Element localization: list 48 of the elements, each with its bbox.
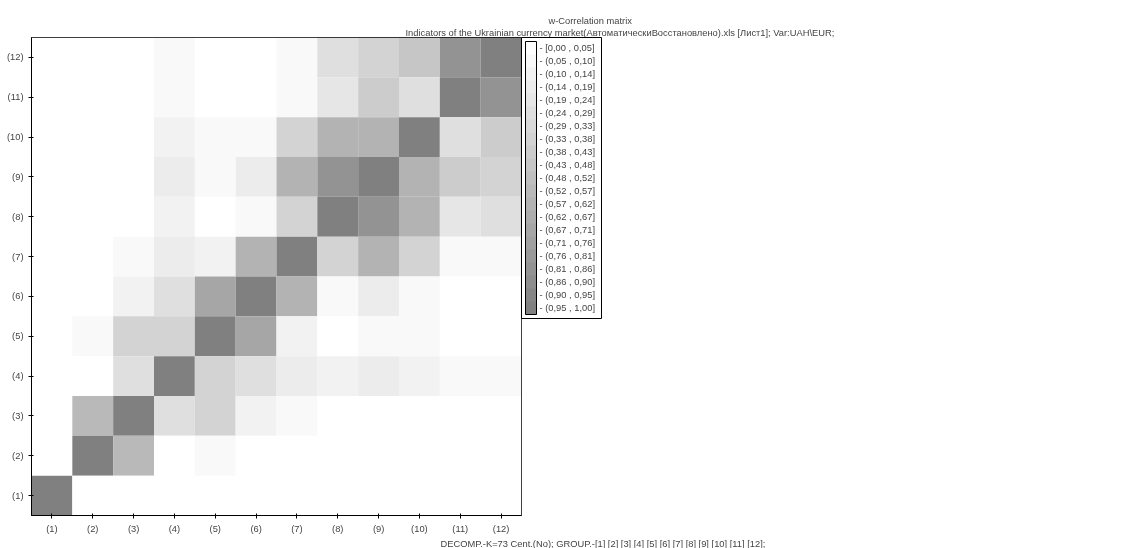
y-tick-label: (5): [12, 331, 24, 342]
x-tick-label: (11): [452, 523, 469, 534]
y-tick-label: (2): [12, 450, 24, 461]
color-bar-label: - (0,10 , 0,14]: [539, 68, 595, 79]
color-bar-label: - (0,95 , 1,00]: [539, 302, 595, 313]
y-tick-label: (11): [7, 92, 24, 103]
color-bar-label: - (0,38 , 0,43]: [539, 147, 595, 158]
x-tick-label: (10): [411, 523, 428, 534]
color-bar-label: - (0,05 , 0,10]: [539, 55, 595, 66]
color-bar-label: - (0,62 , 0,67]: [539, 212, 595, 223]
x-tick-label: (4): [168, 523, 181, 534]
color-bar-label: - (0,19 , 0,24]: [539, 94, 595, 105]
x-tick-label: (3): [127, 523, 140, 534]
color-bar-label: - (0,71 , 0,76]: [539, 237, 595, 248]
text: w-Correlation matrix: [547, 15, 633, 26]
color-bar-label: - (0,67 , 0,71]: [539, 224, 595, 235]
color-bar-label: - (0,48 , 0,52]: [539, 173, 595, 183]
y-tick-label: (1): [12, 490, 24, 501]
color-bar-label: - (0,81 , 0,86]: [539, 263, 595, 274]
y-tick-label: (9): [12, 171, 24, 182]
color-bar-label: - (0,52 , 0,57]: [539, 186, 595, 197]
x-tick-label: (7): [291, 523, 303, 534]
color-bar-label: - [0,00 , 0,05]: [539, 43, 595, 54]
color-bar-label: - (0,90 , 0,95]: [539, 290, 595, 301]
y-tick-label: (7): [12, 251, 24, 262]
x-tick-label: (9): [372, 523, 385, 534]
y-tick-label: (4): [12, 371, 24, 382]
color-bar-label: - (0,76 , 0,81]: [539, 251, 595, 262]
color-bar-label: - (0,43 , 0,48]: [539, 159, 595, 170]
x-tick-label: (12): [492, 523, 510, 534]
color-bar-label: - (0,14 , 0,19]: [539, 82, 595, 93]
color-bar-label: - (0,29 , 0,33]: [539, 121, 595, 132]
x-tick-label: (1): [46, 523, 58, 534]
y-tick-label: (3): [12, 410, 24, 421]
color-bar-label: - (0,24 , 0,29]: [539, 108, 595, 119]
x-tick-label: (5): [209, 523, 221, 534]
y-tick-label: (10): [6, 132, 24, 143]
color-bar-label: - (0,57 , 0,62]: [539, 198, 595, 209]
y-tick-label: (6): [12, 291, 24, 302]
x-tick-label: (8): [332, 523, 344, 534]
y-tick-label: (8): [12, 211, 24, 222]
color-bar-label: - (0,33 , 0,38]: [539, 133, 595, 144]
text: DECOMP.-K=73 Cent.(No); GROUP.-[1] [2] [3] [4] [5] [6] [7] [8] [9] [10] [11] [12];: [440, 538, 766, 548]
y-tick-label: (12): [6, 52, 24, 63]
x-tick-label: (2): [87, 523, 99, 534]
color-bar-label: - (0,86 , 0,90]: [539, 277, 595, 288]
text: Indicators of the Ukrainian currency market(АвтоматическиВосстановлено).xls [Лист1]; Var:UAH\EUR;: [405, 27, 835, 38]
x-tick-label: (6): [250, 523, 262, 534]
